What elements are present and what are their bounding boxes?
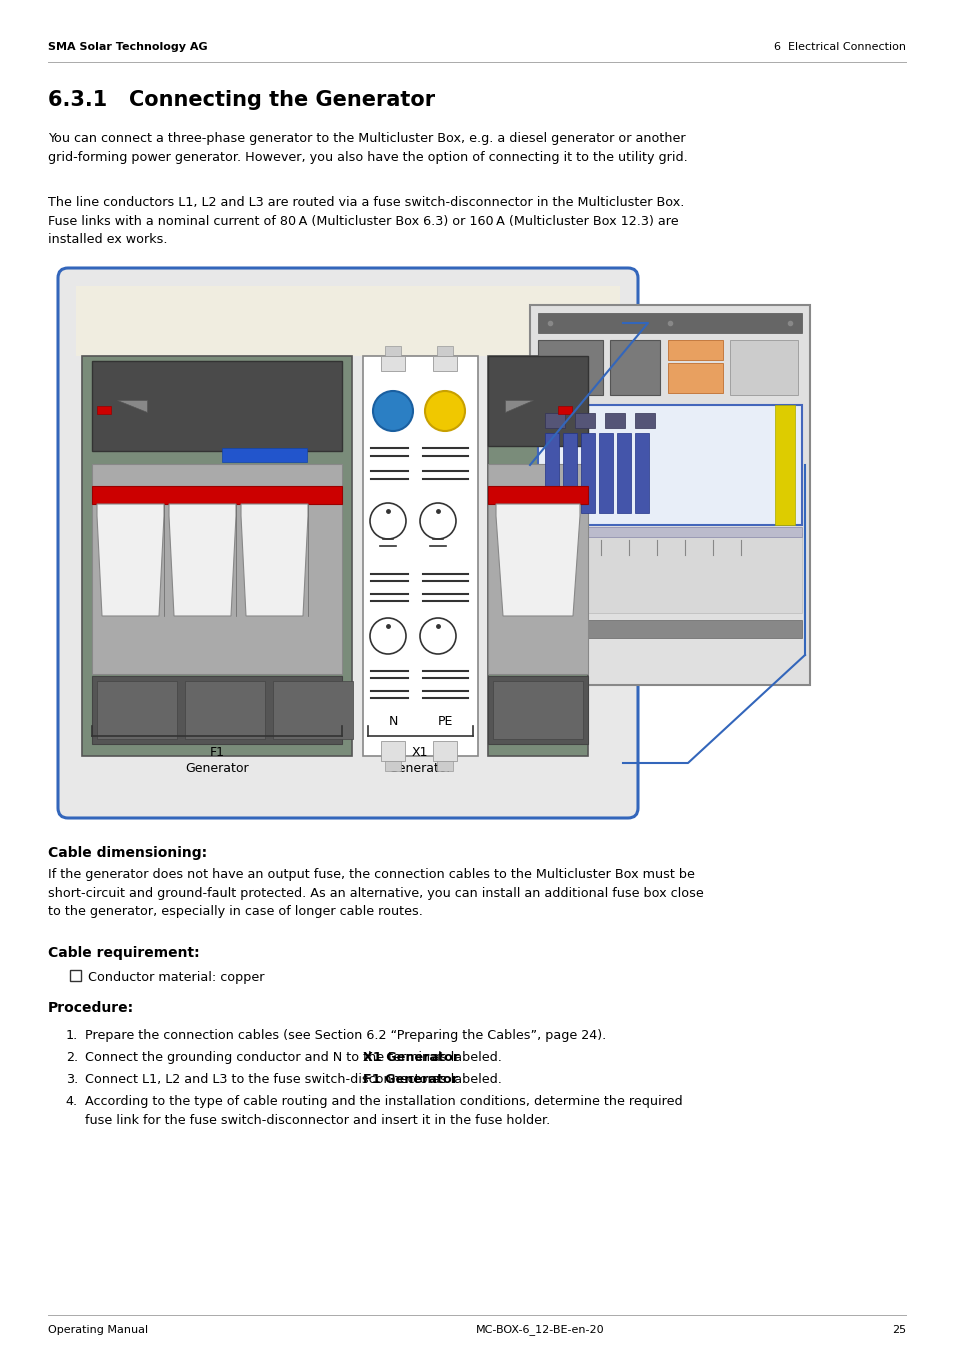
Bar <box>609 339 659 395</box>
Bar <box>185 681 265 740</box>
FancyBboxPatch shape <box>58 268 638 818</box>
Text: SMA Solar Technology AG: SMA Solar Technology AG <box>48 42 208 51</box>
Bar <box>635 412 655 429</box>
Text: PE: PE <box>435 404 455 418</box>
Text: as labeled.: as labeled. <box>428 1051 501 1064</box>
Text: 1.: 1. <box>66 1029 78 1042</box>
Text: F1: F1 <box>210 746 224 758</box>
Text: Connect L1, L2 and L3 to the fuse switch-disconnector: Connect L1, L2 and L3 to the fuse switch… <box>85 1073 436 1086</box>
Bar <box>436 346 453 356</box>
Polygon shape <box>97 504 164 617</box>
Polygon shape <box>496 504 579 617</box>
Text: N: N <box>388 715 397 727</box>
Bar <box>488 464 587 675</box>
Polygon shape <box>504 400 533 412</box>
Text: Cable requirement:: Cable requirement: <box>48 946 199 960</box>
Text: L3: L3 <box>299 715 314 727</box>
Text: MC-BOX-6_12-BE-en-20: MC-BOX-6_12-BE-en-20 <box>476 1325 603 1336</box>
Text: 4.: 4. <box>66 1095 78 1109</box>
Bar <box>562 433 577 512</box>
Text: 6.3.1   Connecting the Generator: 6.3.1 Connecting the Generator <box>48 91 435 110</box>
Bar <box>436 761 453 771</box>
Bar <box>76 287 619 356</box>
Bar <box>604 412 624 429</box>
Bar <box>91 485 341 504</box>
Text: Cable dimensioning:: Cable dimensioning: <box>48 846 207 860</box>
Bar <box>82 356 352 756</box>
Text: Connect the grounding conductor and N to the terminal: Connect the grounding conductor and N to… <box>85 1051 445 1064</box>
Text: 3.: 3. <box>66 1073 78 1086</box>
Text: According to the type of cable routing and the installation conditions, determin: According to the type of cable routing a… <box>85 1095 682 1126</box>
Polygon shape <box>241 504 308 617</box>
Text: Generator: Generator <box>388 763 452 775</box>
Text: L1: L1 <box>530 715 545 727</box>
Text: Prepare the connection cables (see Section 6.2 “Preparing the Cables”, page 24).: Prepare the connection cables (see Secti… <box>85 1029 605 1042</box>
Bar <box>544 433 558 512</box>
Text: The line conductors L1, L2 and L3 are routed via a fuse switch-disconnector in t: The line conductors L1, L2 and L3 are ro… <box>48 196 683 246</box>
Text: L1: L1 <box>119 715 134 727</box>
Text: N: N <box>386 402 399 420</box>
Text: 2.: 2. <box>66 1051 78 1064</box>
Bar <box>273 681 353 740</box>
Bar <box>575 412 595 429</box>
Bar <box>70 969 81 982</box>
Bar <box>537 314 801 333</box>
Text: as labeled.: as labeled. <box>428 1073 501 1086</box>
Bar <box>488 676 587 744</box>
Bar <box>774 406 794 525</box>
Bar <box>222 448 307 462</box>
Bar <box>598 433 613 512</box>
Bar <box>537 533 801 612</box>
Bar <box>97 681 177 740</box>
Text: 6  Electrical Connection: 6 Electrical Connection <box>773 42 905 51</box>
Text: If the generator does not have an output fuse, the connection cables to the Mult: If the generator does not have an output… <box>48 868 703 918</box>
Bar <box>537 406 801 525</box>
Bar <box>558 406 572 414</box>
Bar <box>363 356 477 756</box>
Bar <box>537 339 602 395</box>
Text: X1 Generator: X1 Generator <box>363 1051 458 1064</box>
Bar <box>530 306 809 685</box>
Bar <box>385 346 400 356</box>
Bar <box>488 356 587 446</box>
Circle shape <box>424 391 464 431</box>
Bar <box>433 356 456 370</box>
Bar <box>537 527 801 537</box>
Bar <box>667 339 722 360</box>
Circle shape <box>373 391 413 431</box>
Bar <box>91 676 341 744</box>
Text: Generator: Generator <box>185 763 249 775</box>
Bar <box>433 741 456 761</box>
Bar <box>617 433 630 512</box>
Bar <box>385 761 400 771</box>
Bar <box>91 464 341 675</box>
Text: F1 Generator: F1 Generator <box>363 1073 457 1086</box>
Bar <box>635 433 648 512</box>
Polygon shape <box>169 504 235 617</box>
Bar <box>380 741 405 761</box>
Bar <box>380 356 405 370</box>
Text: Procedure:: Procedure: <box>48 1000 134 1015</box>
Bar <box>729 339 797 395</box>
Text: Operating Manual: Operating Manual <box>48 1325 148 1334</box>
Text: 25: 25 <box>891 1325 905 1334</box>
Bar <box>493 681 582 740</box>
Polygon shape <box>117 400 147 412</box>
Text: L2: L2 <box>210 715 224 727</box>
Bar <box>91 361 341 452</box>
Text: PE: PE <box>436 715 453 727</box>
Bar <box>97 406 111 414</box>
Text: X1: X1 <box>412 746 428 758</box>
Bar <box>488 356 587 756</box>
Bar <box>580 433 595 512</box>
Bar <box>537 621 801 638</box>
Bar <box>667 362 722 393</box>
Text: You can connect a three-phase generator to the Multicluster Box, e.g. a diesel g: You can connect a three-phase generator … <box>48 132 687 164</box>
Text: Conductor material: copper: Conductor material: copper <box>88 971 264 984</box>
Bar <box>488 485 587 504</box>
Bar <box>544 412 564 429</box>
